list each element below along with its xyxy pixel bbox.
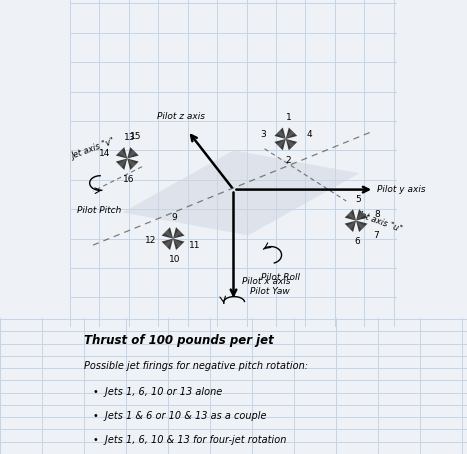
Text: 11: 11 (189, 242, 200, 250)
Text: Pilot Yaw: Pilot Yaw (250, 287, 290, 296)
Text: 14: 14 (99, 149, 111, 158)
Polygon shape (345, 209, 356, 221)
Polygon shape (173, 239, 184, 250)
Polygon shape (127, 147, 139, 158)
Text: Jet axis "u": Jet axis "u" (358, 209, 404, 233)
Polygon shape (276, 130, 286, 139)
Polygon shape (347, 212, 356, 221)
Text: 12: 12 (145, 236, 156, 245)
Polygon shape (356, 221, 368, 232)
Polygon shape (286, 139, 295, 148)
Text: Thrust of 100 pounds per jet: Thrust of 100 pounds per jet (84, 334, 274, 347)
Polygon shape (118, 158, 127, 168)
Polygon shape (173, 227, 184, 239)
Text: Pilot Pitch: Pilot Pitch (78, 206, 122, 215)
Polygon shape (286, 128, 297, 139)
Polygon shape (173, 230, 182, 239)
Text: Pilot y axis: Pilot y axis (377, 185, 426, 194)
Text: 10: 10 (169, 255, 180, 264)
Polygon shape (122, 150, 359, 235)
Text: 16: 16 (123, 175, 134, 184)
Polygon shape (356, 212, 365, 221)
Polygon shape (116, 158, 127, 170)
Polygon shape (356, 221, 365, 230)
Text: Pilot z axis: Pilot z axis (157, 112, 205, 121)
Text: Pilot Roll: Pilot Roll (262, 273, 300, 282)
Text: 5: 5 (355, 195, 361, 204)
Text: Possible jet firings for negative pitch rotation:: Possible jet firings for negative pitch … (84, 361, 308, 371)
Text: •  Jets 1 & 6 or 10 & 13 as a couple: • Jets 1 & 6 or 10 & 13 as a couple (93, 411, 267, 421)
Polygon shape (127, 149, 136, 158)
Polygon shape (162, 239, 173, 250)
Text: 7: 7 (374, 231, 379, 240)
Text: 4: 4 (306, 129, 312, 138)
Polygon shape (118, 149, 127, 158)
Polygon shape (356, 209, 368, 221)
Polygon shape (127, 158, 139, 170)
Text: •  Jets 1, 6, 10 or 13 alone: • Jets 1, 6, 10 or 13 alone (93, 387, 223, 397)
Polygon shape (164, 239, 173, 248)
Text: •  Jets 1, 6, 10 & 13 for four-jet rotation: • Jets 1, 6, 10 & 13 for four-jet rotati… (93, 435, 287, 445)
Polygon shape (275, 128, 286, 139)
Text: 15: 15 (130, 132, 141, 141)
Polygon shape (345, 221, 356, 232)
Text: 3: 3 (261, 129, 267, 138)
Text: Pilot x axis: Pilot x axis (241, 276, 290, 286)
Text: 2: 2 (286, 156, 291, 165)
Text: 6: 6 (355, 237, 361, 247)
Text: 1: 1 (285, 113, 291, 122)
Polygon shape (286, 130, 295, 139)
Text: 8: 8 (375, 210, 380, 219)
Text: Jet axis "v": Jet axis "v" (70, 137, 116, 161)
Polygon shape (162, 227, 173, 239)
Text: 9: 9 (172, 213, 177, 222)
Text: 13: 13 (124, 133, 135, 142)
Polygon shape (116, 147, 127, 158)
Polygon shape (164, 230, 173, 239)
Polygon shape (347, 221, 356, 230)
Polygon shape (286, 139, 297, 150)
Polygon shape (173, 239, 182, 248)
Polygon shape (127, 158, 136, 168)
Polygon shape (276, 139, 286, 148)
Polygon shape (275, 139, 286, 150)
